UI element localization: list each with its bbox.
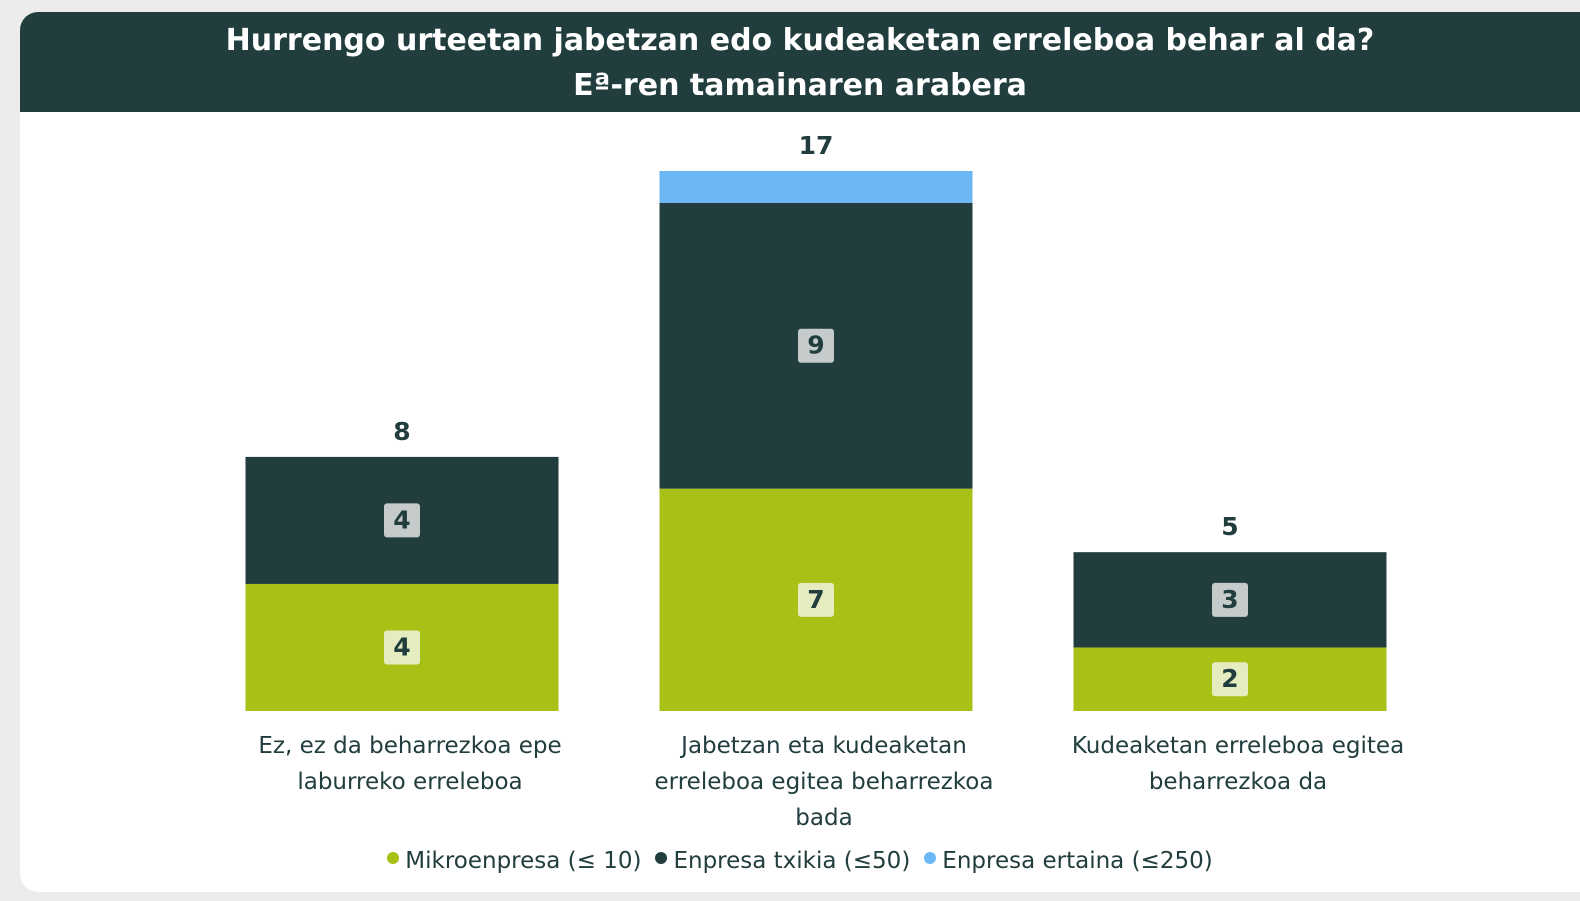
legend-marker — [924, 852, 937, 864]
x-tick-label: Kudeaketan erreleboa egitea beharrezkoa … — [1071, 733, 1405, 795]
legend-marker — [655, 852, 668, 864]
legend-marker — [387, 852, 400, 864]
bar-segment — [659, 171, 973, 203]
card: Hurrengo urteetan jabetzan edo kudeaketa… — [20, 12, 1580, 892]
data-label-box — [1212, 582, 1248, 617]
chart-subtitle: Eª-ren tamainaren arabera — [573, 68, 1027, 103]
legend-label: Enpresa ertaina (≤250) — [942, 848, 1213, 874]
data-label: 2 — [1221, 664, 1238, 693]
data-label: 4 — [393, 505, 410, 534]
chart-title: Hurrengo urteetan jabetzan edo kudeaketa… — [225, 23, 1375, 58]
data-label: 9 — [807, 331, 824, 360]
legend-label: Mikroenpresa (≤ 10) — [405, 848, 642, 874]
total-label: 5 — [1221, 512, 1238, 541]
data-label: 4 — [393, 632, 410, 661]
data-label: 7 — [807, 585, 824, 614]
data-label-box — [798, 582, 834, 617]
data-label: 3 — [1221, 585, 1238, 614]
legend-item: Mikroenpresa (≤ 10) — [387, 848, 641, 874]
x-tick-label: Ez, ez da beharrezkoa epe laburreko erre… — [258, 733, 562, 795]
legend-label: Enpresa txikia (≤50) — [673, 848, 911, 874]
header: Hurrengo urteetan jabetzan edo kudeaketa… — [20, 12, 1580, 112]
data-label-box — [384, 630, 420, 665]
data-label-box — [798, 328, 834, 363]
legend-item: Enpresa txikia (≤50) — [655, 848, 910, 874]
data-label-box — [1212, 662, 1248, 697]
x-tick-label: Jabetzan eta kudeaketan erreleboa egitea… — [654, 733, 994, 831]
legend-item: Enpresa ertaina (≤250) — [924, 848, 1213, 874]
total-label: 8 — [393, 417, 410, 446]
legend: Mikroenpresa (≤ 10) Enpresa txikia (≤50) E… — [0, 848, 1580, 874]
total-label: 17 — [799, 131, 834, 160]
data-label-box — [384, 503, 420, 538]
